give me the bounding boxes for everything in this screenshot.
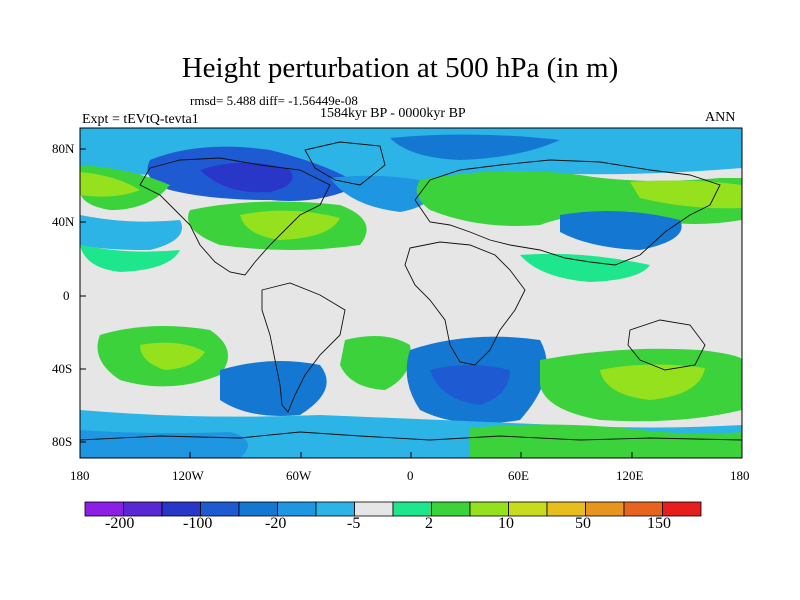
north-america-outline (139, 157, 331, 276)
colorbar-label: -200 (105, 515, 135, 532)
colorbar-cell (277, 501, 317, 517)
colorbar-cell (431, 501, 471, 517)
lat-label-80s: 80S (52, 434, 73, 449)
south-atlantic-high-region (340, 336, 411, 390)
experiment-label: Expt = tEVtQ-tevta1 (82, 112, 199, 127)
colorbar-cell (123, 501, 163, 517)
west-pacific-high-core (80, 172, 140, 197)
south-pacific-high-core (140, 342, 205, 370)
colorbar-cell (238, 501, 278, 517)
lon-label-180e: 180 (730, 468, 750, 483)
colorbar-cell (200, 501, 240, 517)
canada-deep-low-region (200, 162, 293, 193)
colorbar-cell (469, 501, 509, 517)
tropics-fringe-region (520, 253, 650, 282)
north-pacific-trough-region (80, 215, 182, 250)
colorbar-label: -5 (347, 515, 361, 532)
colorbar-cell (354, 501, 394, 517)
south-indian-deep-low (430, 365, 510, 405)
season-label: ANN (705, 110, 736, 125)
colorbar-cell (623, 501, 663, 517)
lon-label-120w: 120W (172, 468, 204, 483)
colorbar-cell (546, 501, 586, 517)
colorbar-label: -100 (183, 515, 213, 532)
colorbar-label: -20 (265, 515, 287, 532)
antarctica-outline (80, 431, 742, 441)
colorbar-cell (315, 501, 355, 517)
lat-label-0: 0 (63, 288, 70, 303)
colorbar (84, 501, 702, 517)
lon-label-120e: 120E (616, 468, 644, 483)
africa-outline (404, 241, 526, 366)
antarctic-green-region (470, 424, 742, 458)
colorbar-cell (585, 501, 625, 517)
arctic-blue-region (390, 134, 560, 160)
east-pacific-fringe-region (80, 245, 180, 272)
colorbar-label: 10 (498, 515, 514, 532)
axis-ticks (80, 148, 633, 458)
south-indian-high-core (600, 364, 705, 400)
north-atlantic-low-region (330, 175, 432, 212)
colorbar-label: 50 (575, 515, 591, 532)
east-asia-low-region (560, 211, 682, 250)
colorbar-label: 2 (425, 515, 433, 532)
lon-label-180w: 180 (70, 468, 90, 483)
colorbar-cell (84, 501, 124, 517)
colorbar-cell (662, 501, 702, 517)
lon-label-60w: 60W (286, 468, 312, 483)
europe-asia-outline (414, 159, 721, 266)
coastlines (80, 141, 742, 441)
lon-label-0: 0 (407, 468, 414, 483)
antarctic-blue-region (80, 430, 248, 458)
eurasia-ridge-core (630, 180, 742, 209)
colorbar-label: 150 (647, 515, 671, 532)
chart-title: Height perturbation at 500 hPa (in m) (181, 52, 619, 84)
lon-label-60e: 60E (508, 468, 529, 483)
colorbar-cell (161, 501, 201, 517)
lat-label-80n: 80N (52, 141, 75, 156)
south-america-outline (261, 282, 346, 413)
lat-label-40n: 40N (52, 214, 75, 229)
lat-label-40s: 40S (52, 361, 73, 376)
colorbar-cell (508, 501, 548, 517)
colorbar-cell (392, 501, 432, 517)
south-america-low-region (220, 361, 327, 416)
australia-outline (627, 319, 706, 371)
rmsd-stats: rmsd= 5.488 diff= -1.56449e-08 (190, 93, 358, 108)
time-period: 1584kyr BP - 0000kyr BP (320, 106, 466, 121)
greenland-outline (304, 141, 386, 186)
